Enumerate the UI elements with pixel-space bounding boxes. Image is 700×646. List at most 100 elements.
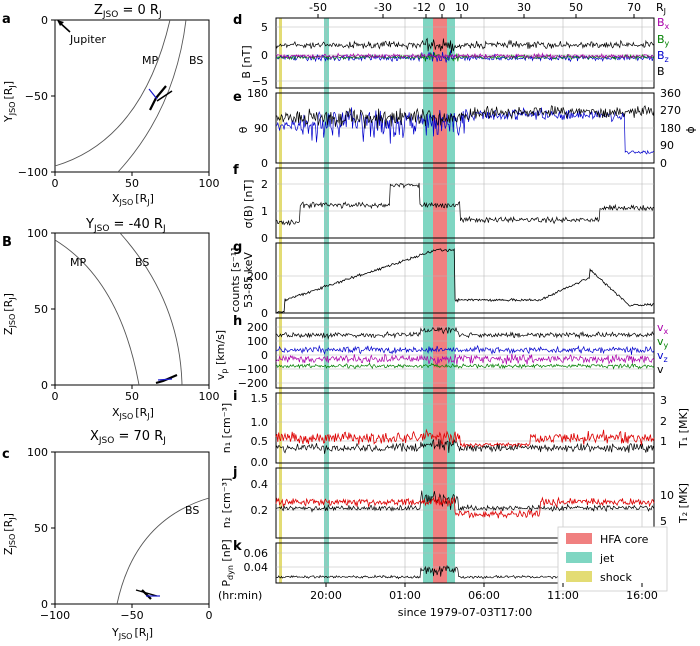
legend-jet: jet bbox=[599, 552, 615, 565]
tick-f-0: 0 bbox=[261, 232, 268, 245]
tick-h-m200: −200 bbox=[238, 377, 268, 390]
panel-i-ylabel-right: T₁ [MK] bbox=[677, 408, 690, 449]
panel-i-ylabel: n₁ [cm⁻³] bbox=[220, 403, 233, 453]
trajectory-a-blue bbox=[148, 88, 158, 100]
legend-hfa-core: HFA core bbox=[600, 533, 649, 546]
tick-a-ym50: −50 bbox=[25, 90, 48, 103]
panel-e-ylabel: θ bbox=[237, 126, 250, 133]
series-vy bbox=[275, 362, 655, 370]
tick-g-0: 0 bbox=[261, 307, 268, 320]
tick-e-r90: 90 bbox=[660, 139, 674, 152]
rj-tick-30: 30 bbox=[517, 1, 531, 14]
legend-shock: shock bbox=[600, 571, 632, 584]
panel-c-ylabel: ZJSO[RJ] bbox=[2, 513, 17, 555]
panel-h-frame bbox=[275, 317, 655, 389]
panel-c-xlabel: YJSO [RJ] bbox=[111, 626, 153, 641]
panel-label-i: i bbox=[233, 389, 237, 404]
panel-b-ylabel: ZJSO[RJ] bbox=[2, 293, 17, 335]
tick-a-x50: 50 bbox=[125, 177, 139, 190]
panel-g-ylabel-2: 53-85 keV bbox=[242, 252, 255, 308]
hfa-normal-c bbox=[135, 589, 158, 597]
panel-j: j 0.4 0.2 n₂ [cm⁻³] 10 5 T₂ [MK] bbox=[220, 465, 690, 539]
panel-d: d 5 0 −5 B [nT] Bx By Bz B bbox=[233, 13, 670, 89]
magnetopause-curve-b bbox=[54, 239, 140, 386]
tick-a-x100: 100 bbox=[199, 177, 220, 190]
tick-f-2: 2 bbox=[261, 178, 268, 191]
legend-vx: vx bbox=[657, 321, 669, 336]
bow-shock-curve-c bbox=[116, 497, 210, 605]
legend-by: By bbox=[657, 33, 670, 48]
panel-b: B YJSO = -40 RJ MP BS 0 50 100 100 50 0 … bbox=[2, 217, 220, 421]
panel-a-yticks: 0 −50 −100 bbox=[18, 14, 55, 179]
tick-i-00: 0.0 bbox=[251, 456, 269, 469]
jet-band-1 bbox=[324, 18, 329, 583]
panel-b-title: YJSO = -40 RJ bbox=[85, 217, 166, 234]
hfa-normal-a bbox=[156, 90, 173, 102]
tick-i-r1: 1 bbox=[660, 435, 667, 448]
tick-c-x0: 0 bbox=[206, 609, 213, 622]
time-tick-0600: 06:00 bbox=[468, 589, 500, 602]
trajectory-a bbox=[149, 85, 167, 111]
panel-label-f: f bbox=[233, 163, 239, 178]
tick-c-xm50: −50 bbox=[120, 609, 143, 622]
jupiter-arrowhead bbox=[57, 20, 64, 26]
series-n2 bbox=[275, 490, 655, 513]
panel-b-yticks: 100 50 0 bbox=[27, 227, 55, 392]
tick-a-x0: 0 bbox=[52, 177, 59, 190]
panel-a-xticks: 0 50 100 bbox=[52, 172, 220, 190]
panel-label-b: B bbox=[2, 235, 12, 250]
bs-label-b: BS bbox=[135, 256, 149, 269]
panel-a-xlabel: XJSO [RJ] bbox=[112, 192, 154, 207]
jet-band-2 bbox=[423, 18, 433, 583]
rj-tick-10: 10 bbox=[455, 1, 469, 14]
tick-e-90: 90 bbox=[254, 122, 268, 135]
panel-k: k 0.06 0.04 Pdyn [nP] HFA core jet shock bbox=[220, 526, 668, 592]
panel-label-h: h bbox=[233, 314, 242, 329]
tick-h-100: 100 bbox=[247, 335, 268, 348]
time-unit-label: (hr:min) bbox=[218, 589, 262, 602]
panel-c: c XJSO = 70 RJ BS −100 −50 0 100 50 0 YJ… bbox=[2, 429, 213, 641]
panel-k-ylabel: Pdyn [nP] bbox=[220, 539, 235, 586]
tick-b-x50: 50 bbox=[125, 390, 139, 403]
tick-d-5: 5 bbox=[261, 21, 268, 34]
tick-e-180: 180 bbox=[247, 87, 268, 100]
tick-j-04: 0.4 bbox=[251, 478, 269, 491]
panel-e: e 180 90 0 θ 360 270 180 90 0 ϕ bbox=[233, 87, 697, 170]
series-theta bbox=[275, 105, 655, 129]
series-t2 bbox=[275, 496, 655, 519]
tick-e-r270: 270 bbox=[660, 104, 681, 117]
tick-h-m100: −100 bbox=[238, 363, 268, 376]
jupiter-label: Jupiter bbox=[69, 33, 106, 46]
panel-f: f 2 1 0 σ(B) [nT] bbox=[233, 163, 655, 245]
series-phi bbox=[275, 107, 655, 155]
panel-f-ylabel: σ(B) [nT] bbox=[242, 180, 255, 229]
panel-c-yticks: 100 50 0 bbox=[27, 446, 55, 611]
panel-c-title: XJSO = 70 RJ bbox=[90, 429, 166, 446]
tick-b-x100: 100 bbox=[199, 390, 220, 403]
legend-b: B bbox=[657, 65, 665, 78]
jet-band-3 bbox=[447, 18, 455, 583]
time-axis: (hr:min) 20:00 01:00 06:00 11:00 16:00 s… bbox=[218, 583, 658, 619]
legend-bx: Bx bbox=[657, 16, 670, 31]
tick-h-200: 200 bbox=[247, 321, 268, 334]
hfa-core-band bbox=[433, 18, 447, 583]
tick-g-200: 200 bbox=[247, 270, 268, 283]
time-tick-1100: 11:00 bbox=[547, 589, 579, 602]
rj-axis-label: RJ bbox=[656, 1, 666, 16]
panel-j-ylabel: n₂ [cm⁻³] bbox=[220, 478, 233, 528]
bow-shock-curve-a bbox=[117, 19, 187, 173]
legend-vy: vy bbox=[657, 335, 669, 350]
panel-h-ylabel: vp [km/s] bbox=[214, 330, 229, 380]
panel-label-g: g bbox=[233, 240, 242, 255]
tick-j-02: 0.2 bbox=[251, 504, 269, 517]
tick-i-10: 1.0 bbox=[251, 416, 269, 429]
tick-i-r3: 3 bbox=[660, 394, 667, 407]
rj-tick-70: 70 bbox=[627, 1, 641, 14]
time-tick-1600: 16:00 bbox=[626, 589, 658, 602]
series-vz bbox=[275, 344, 655, 355]
panel-h: h 200 100 0 −100 −200 vp [km/s] vx vy vz… bbox=[214, 314, 669, 390]
panel-j-ylabel-right: T₂ [MK] bbox=[677, 483, 690, 524]
panel-a: a ZJSO = 0 RJ Jupiter MP BS 0 50 100 0 −… bbox=[2, 3, 220, 207]
panel-a-ylabel: YJSO[RJ] bbox=[2, 81, 17, 123]
bs-label-a: BS bbox=[189, 54, 203, 67]
